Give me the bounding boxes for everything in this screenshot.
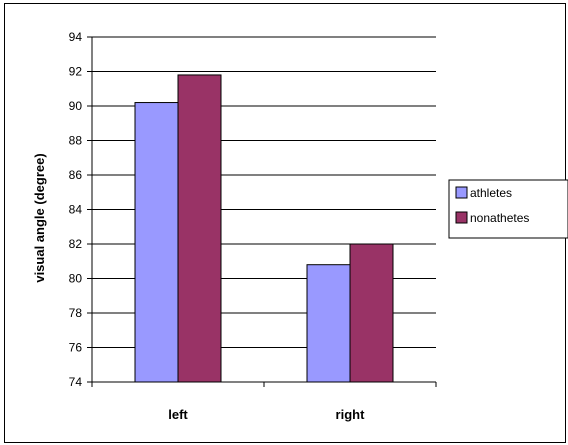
legend-label: nonathetes [470,211,529,225]
y-tick-label: 80 [69,272,83,286]
x-tick-labels: left right [168,407,365,422]
bar-nonathetes-left [177,74,222,383]
y-tick-label: 90 [69,99,83,113]
x-tick-label: left [168,407,188,422]
y-tick-label: 84 [69,203,83,217]
legend-box [448,179,568,239]
y-tick-labels: 74 76 78 80 82 84 86 88 90 92 94 [69,30,83,389]
legend-swatch-nonathetes [455,211,468,224]
y-tick-label: 78 [69,306,83,320]
y-tick-label: 94 [69,30,83,44]
y-axis-title: visual angle (degree) [32,153,47,282]
legend-label: athletes [470,186,512,200]
bar-nonathetes-right [349,243,394,383]
y-tick-label: 76 [69,341,83,355]
y-tick-label: 92 [69,65,83,79]
y-tick-label: 74 [69,375,83,389]
x-tick-label: right [336,407,366,422]
legend: athletes nonathetes [448,179,568,239]
axes [87,36,437,387]
bars [134,74,394,383]
y-tick-label: 82 [69,237,83,251]
bar-athletes-left [134,102,179,383]
legend-swatch-athletes [455,186,468,199]
y-tick-label: 88 [69,134,83,148]
bar-athletes-right [306,264,351,383]
y-tick-label: 86 [69,168,83,182]
